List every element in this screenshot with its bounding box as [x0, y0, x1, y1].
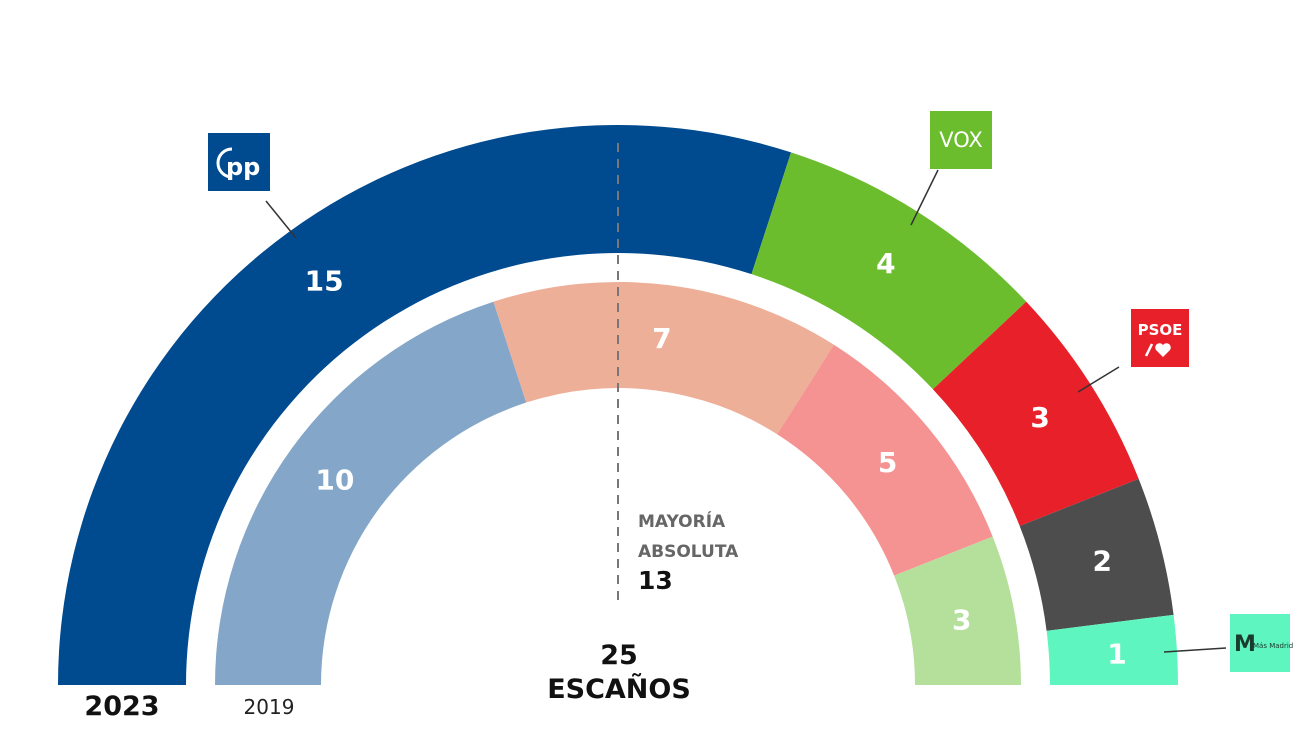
- segment-2019-vox: [894, 536, 1021, 685]
- majority-label-line2: ABSOLUTA: [638, 542, 739, 562]
- segment-2023-mas-madrid: [1046, 614, 1178, 685]
- seat-label-2019-psoe: 5: [878, 446, 897, 479]
- mas-madrid-logo-icon: M Más Madrid: [1230, 614, 1293, 672]
- total-seats-label: ESCAÑOS: [547, 673, 691, 705]
- pp-logo-icon: pp: [208, 133, 270, 191]
- seat-label-2023-vox: 4: [876, 247, 895, 280]
- psoe-logo-bg: [1131, 309, 1189, 367]
- majority-value: 13: [638, 566, 673, 595]
- mas-madrid-leader-line: [1163, 647, 1227, 653]
- seat-label-2023-pp: 15: [305, 264, 344, 297]
- pp-leader-line: [265, 200, 297, 239]
- mas-madrid-logo-text: Más Madrid: [1253, 642, 1293, 650]
- pp-logo-text: pp: [226, 153, 260, 181]
- seat-labels: 15 4 3 2 1 10 7 5 3: [305, 247, 1127, 671]
- segment-2023-psoe: [932, 301, 1139, 526]
- seat-label-2023-psoe: 3: [1030, 401, 1049, 434]
- psoe-logo-icon: PSOE: [1131, 309, 1189, 367]
- vox-logo-icon: VOX: [930, 111, 992, 169]
- year-label-outer: 2023: [84, 691, 159, 722]
- majority-label-line1: MAYORÍA: [638, 510, 726, 532]
- mas-madrid-logo-m: M: [1234, 632, 1256, 657]
- inner-ring-2019: [215, 282, 1021, 685]
- seat-label-2023-mas-madrid: 1: [1107, 638, 1126, 671]
- total-seats-value: 25: [600, 640, 638, 671]
- psoe-leader-line: [1077, 366, 1120, 393]
- segment-2019-psoe: [777, 344, 993, 576]
- vox-leader-line: [910, 169, 939, 226]
- mas-madrid-logo-bg: [1230, 614, 1290, 672]
- psoe-logo-slash: [1144, 343, 1154, 357]
- segment-2023-pp: [58, 125, 792, 685]
- pp-logo-arc: [216, 147, 233, 179]
- vox-logo-bg: [930, 111, 992, 169]
- year-label-inner: 2019: [244, 695, 295, 719]
- outer-ring-2023: [58, 125, 1178, 685]
- segment-2019-pp: [215, 301, 527, 685]
- vox-logo-text: VOX: [939, 128, 983, 152]
- psoe-heart-icon: [1155, 343, 1171, 357]
- segment-2019-cs: [493, 282, 834, 435]
- psoe-logo-text: PSOE: [1138, 321, 1183, 339]
- segment-2023-otros: [1019, 478, 1174, 631]
- seat-label-2023-otros: 2: [1093, 545, 1112, 578]
- segment-2023-vox: [751, 152, 1027, 390]
- seat-label-2019-vox: 3: [952, 603, 971, 636]
- seat-label-2019-cs: 7: [652, 322, 671, 355]
- seat-label-2019-pp: 10: [315, 463, 354, 496]
